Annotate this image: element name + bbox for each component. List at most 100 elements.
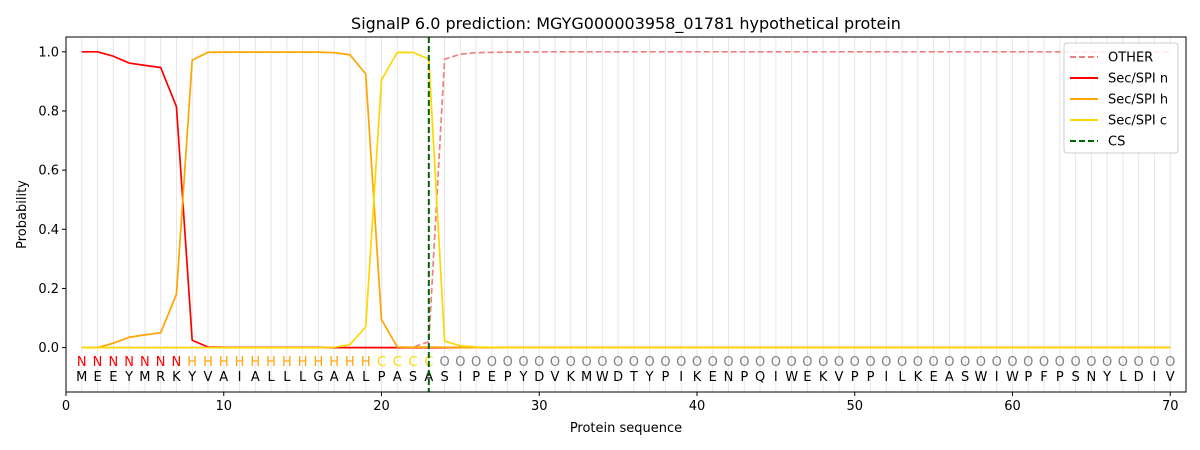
residue-label: Y (645, 370, 654, 385)
residue-label: E (93, 370, 101, 385)
legend-label: OTHER (1108, 51, 1153, 66)
region-label: C (409, 355, 418, 370)
y-tick-label: 0.2 (38, 282, 59, 297)
region-label: O (992, 355, 1002, 370)
region-label: H (235, 355, 245, 370)
residue-label: Y (124, 370, 133, 385)
plot-frame (65, 36, 1187, 393)
region-label: O (787, 355, 797, 370)
x-tick-label: 60 (1004, 399, 1021, 414)
residue-label: Y (187, 370, 196, 385)
residue-label: Q (755, 370, 765, 385)
region-label: O (913, 355, 923, 370)
grid (81, 37, 1171, 392)
region-label: O (865, 355, 875, 370)
residue-label: S (409, 370, 417, 385)
residue-label: E (488, 370, 496, 385)
region-label: N (77, 355, 87, 370)
residue-label: Y (1102, 370, 1111, 385)
residue-label: D (534, 370, 544, 385)
region-label: O (439, 355, 449, 370)
y-tick-label: 0.6 (38, 164, 59, 179)
region-label: H (187, 355, 197, 370)
region-label: O (455, 355, 465, 370)
residue-label: S (961, 370, 969, 385)
residue-label: V (551, 370, 560, 385)
residue-label: P (740, 370, 748, 385)
residue-label: V (835, 370, 844, 385)
residue-label: A (330, 370, 339, 385)
residue-label: P (1056, 370, 1064, 385)
residue-label: L (898, 370, 906, 385)
residue-label: V (204, 370, 213, 385)
region-label: O (1023, 355, 1033, 370)
residue-label: R (156, 370, 165, 385)
residue-label: A (945, 370, 954, 385)
residue-label: L (267, 370, 275, 385)
residue-label: G (313, 370, 323, 385)
x-axis-label: Protein sequence (570, 421, 682, 436)
region-label: O (1102, 355, 1112, 370)
region-label: H (250, 355, 260, 370)
residue-label: K (172, 370, 181, 385)
x-tick-label: 70 (1162, 399, 1179, 414)
y-tick-label: 0.0 (38, 341, 59, 356)
region-label: O (597, 355, 607, 370)
y-axis-label: Probability (15, 180, 30, 249)
residue-label: W (785, 370, 798, 385)
residue-label: D (1134, 370, 1144, 385)
region-label: O (708, 355, 718, 370)
region-label: H (282, 355, 292, 370)
region-label: O (629, 355, 639, 370)
region-label: H (266, 355, 276, 370)
residue-label: D (613, 370, 623, 385)
residue-label: A (219, 370, 228, 385)
residue-label: K (819, 370, 828, 385)
x-tick-label: 40 (689, 399, 706, 414)
legend-label: Sec/SPI n (1108, 72, 1168, 87)
region-label: O (818, 355, 828, 370)
region-label: O (1134, 355, 1144, 370)
region-label: C (377, 355, 386, 370)
region-label: O (518, 355, 528, 370)
residue-label: F (1040, 370, 1047, 385)
region-label: H (329, 355, 339, 370)
residue-label: L (283, 370, 291, 385)
region-label: O (613, 355, 623, 370)
residue-label: L (362, 370, 370, 385)
y-tick-label: 0.4 (38, 223, 59, 238)
residue-label: M (581, 370, 592, 385)
residue-label: P (504, 370, 512, 385)
residue-label: L (1119, 370, 1127, 385)
region-label: O (1070, 355, 1080, 370)
residue-label: S (440, 370, 448, 385)
residue-label: K (914, 370, 923, 385)
x-tick-label: 10 (215, 399, 232, 414)
legend-label: Sec/SPI h (1108, 93, 1168, 108)
residue-label: E (803, 370, 811, 385)
region-label: O (676, 355, 686, 370)
residue-label: P (472, 370, 480, 385)
region-label: O (1055, 355, 1065, 370)
residue-label: W (974, 370, 987, 385)
residue-label: W (596, 370, 609, 385)
region-label: N (172, 355, 182, 370)
residue-label: E (709, 370, 717, 385)
region-label: O (960, 355, 970, 370)
region-label: O (503, 355, 513, 370)
region-label: O (471, 355, 481, 370)
x-tick-label: 30 (531, 399, 548, 414)
residue-label: Y (518, 370, 527, 385)
region-label: O (660, 355, 670, 370)
region-label: O (881, 355, 891, 370)
legend-label: Sec/SPI c (1108, 114, 1167, 129)
region-label: O (739, 355, 749, 370)
residue-label: P (851, 370, 859, 385)
series-line-sec-spi-c (81, 51, 1171, 349)
residue-label: P (867, 370, 875, 385)
region-label: O (944, 355, 954, 370)
region-label: H (219, 355, 229, 370)
series-lines (81, 37, 1171, 392)
